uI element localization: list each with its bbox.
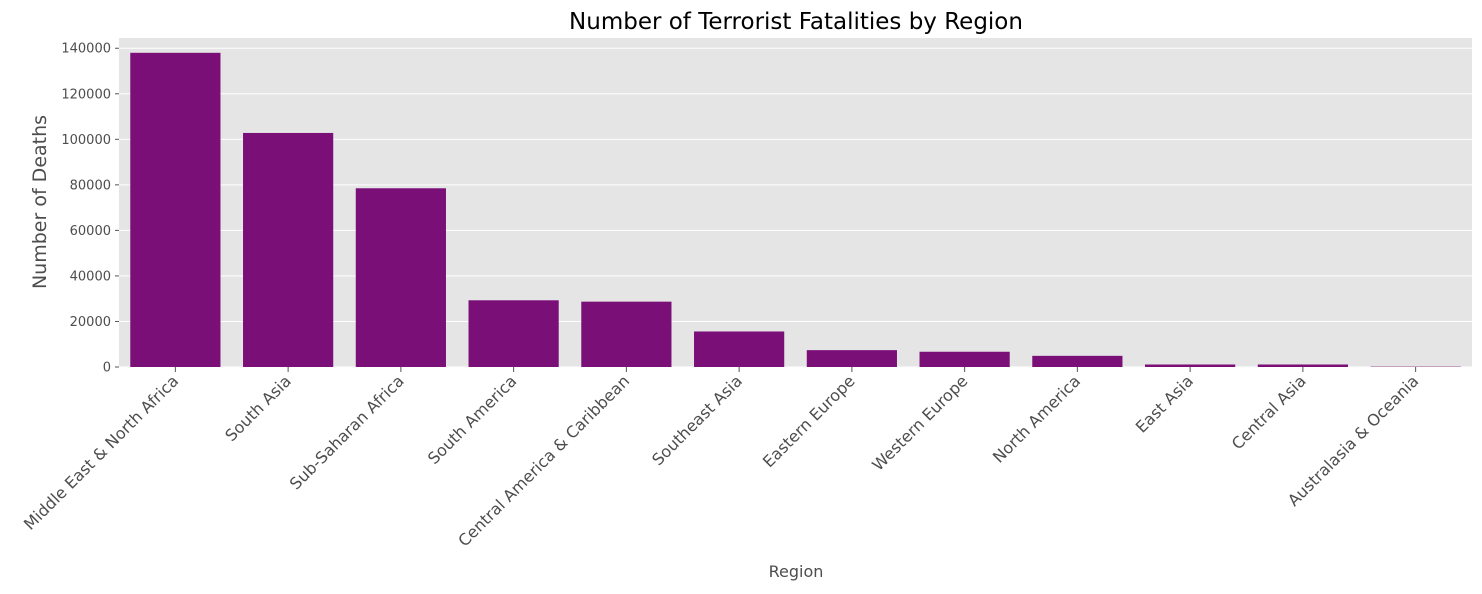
x-tick-label: South America bbox=[424, 371, 521, 468]
x-tick-label: South Asia bbox=[221, 371, 295, 445]
y-axis-label: Number of Deaths bbox=[29, 115, 51, 289]
x-tick-label: East Asia bbox=[1132, 371, 1197, 436]
bar bbox=[243, 133, 333, 367]
bar bbox=[356, 188, 446, 367]
bar bbox=[1258, 364, 1348, 367]
bar bbox=[694, 331, 784, 367]
x-tick-label: Western Europe bbox=[868, 371, 971, 474]
y-tick-label: 140000 bbox=[61, 42, 111, 57]
y-tick-label: 60000 bbox=[70, 224, 111, 239]
bar bbox=[469, 300, 559, 367]
bar bbox=[1145, 364, 1235, 367]
y-tick-label: 100000 bbox=[61, 133, 111, 148]
y-tick-label: 0 bbox=[103, 361, 111, 376]
bar bbox=[581, 302, 671, 367]
bar bbox=[807, 350, 897, 367]
y-tick-label: 80000 bbox=[70, 178, 111, 193]
x-tick-label: Middle East & North Africa bbox=[20, 371, 182, 533]
y-tick-label: 40000 bbox=[70, 269, 111, 284]
x-tick-label: Australasia & Oceania bbox=[1284, 371, 1423, 510]
x-axis-label: Region bbox=[769, 562, 824, 581]
y-tick-label: 120000 bbox=[61, 87, 111, 102]
x-tick-label: Sub-Saharan Africa bbox=[286, 371, 408, 493]
chart-title: Number of Terrorist Fatalities by Region bbox=[569, 9, 1023, 35]
y-tick-label: 20000 bbox=[70, 315, 111, 330]
x-tick-label: Central Asia bbox=[1228, 371, 1310, 453]
x-tick-label: Southeast Asia bbox=[648, 371, 746, 469]
bar bbox=[1032, 356, 1122, 367]
x-axis: Middle East & North Africa South AsiaSub-… bbox=[20, 367, 1423, 550]
x-tick-label: North America bbox=[989, 371, 1084, 466]
x-tick-label: Eastern Europe bbox=[759, 371, 859, 471]
bar bbox=[920, 352, 1010, 367]
bar bbox=[130, 53, 220, 367]
y-axis: 0 20000 40000 60000 80000 100000 120000 140000 bbox=[61, 42, 119, 376]
